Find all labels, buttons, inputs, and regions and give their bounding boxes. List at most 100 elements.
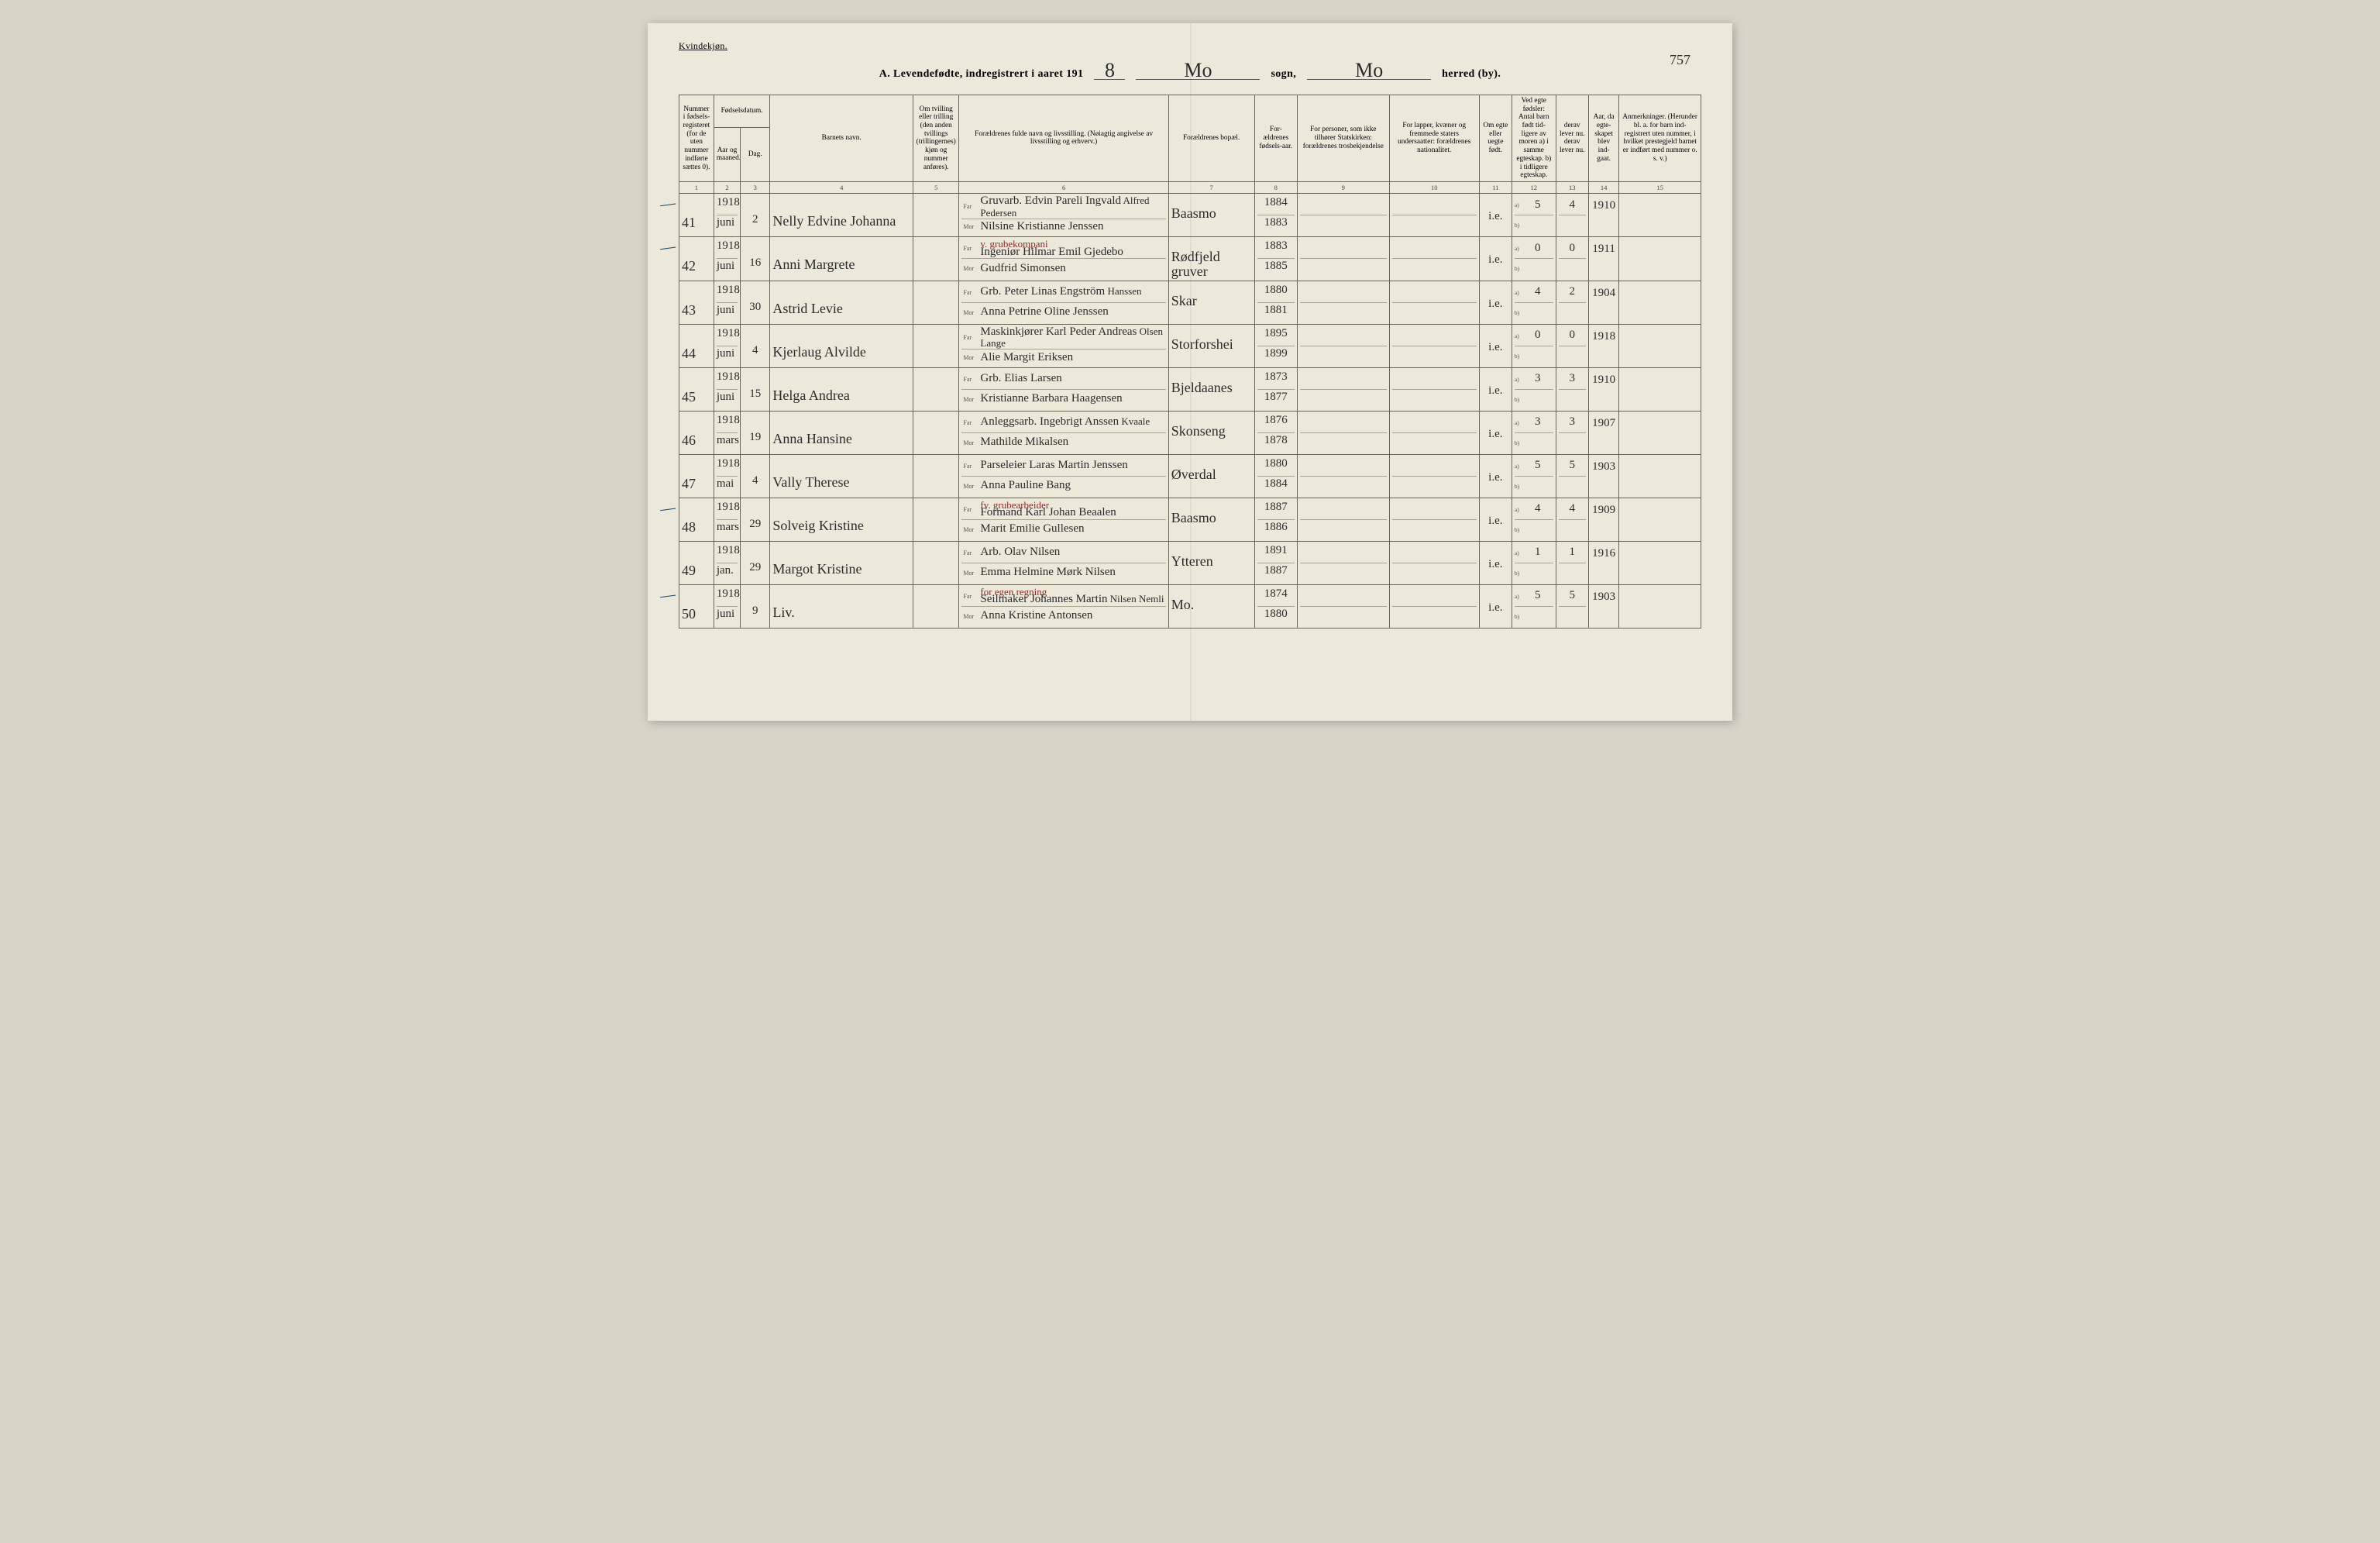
far-label: Far — [963, 289, 977, 296]
cell-number: 44 — [679, 324, 714, 367]
cell-number: —41 — [679, 193, 714, 236]
col-header-1: Nummer i fødsels-registeret (for de uten… — [679, 95, 714, 182]
entry-number: 50 — [682, 587, 711, 622]
child-name: Nelly Edvine Johanna — [772, 195, 910, 229]
cell-religion — [1297, 193, 1389, 236]
entry-month: juni — [717, 302, 738, 322]
cell-number: —50 — [679, 584, 714, 628]
entry-day: 29 — [743, 500, 767, 531]
prior-children-a: 4 — [1522, 503, 1553, 515]
cell-day: 29 — [741, 541, 770, 584]
cell-child: Solveig Kristine — [770, 498, 913, 541]
cell-day: 4 — [741, 324, 770, 367]
cell-parents: FarGruvarb. Edvin Pareli Ingvald Alfred … — [959, 193, 1168, 236]
cell-egte: i.e. — [1479, 281, 1512, 324]
colnum: 6 — [959, 181, 1168, 193]
entry-day: 4 — [743, 456, 767, 487]
b-label: b) — [1515, 526, 1522, 533]
legitimacy: i.e. — [1482, 239, 1509, 267]
entry-day: 15 — [743, 370, 767, 401]
colnum: 11 — [1479, 181, 1512, 193]
cell-year-month: 1918mars — [714, 411, 740, 454]
living-now: 4 — [1559, 199, 1586, 212]
colnum: 5 — [913, 181, 959, 193]
mor-label: Mor — [963, 354, 977, 361]
a-label: a) — [1515, 506, 1522, 513]
far-label: Far — [963, 419, 977, 426]
cell-year-month: 1918juni — [714, 367, 740, 411]
cell-egte: i.e. — [1479, 411, 1512, 454]
cell-year-month: 1918jan. — [714, 541, 740, 584]
cell-living: 3 — [1556, 367, 1588, 411]
father-birth-year: 1891 — [1257, 543, 1295, 563]
cell-marriage-year: 1903 — [1588, 584, 1619, 628]
cell-living: 3 — [1556, 411, 1588, 454]
mor-label: Mor — [963, 613, 977, 620]
cell-living: 0 — [1556, 324, 1588, 367]
title-year-suffix: 8 — [1094, 61, 1125, 80]
marriage-year: 1909 — [1591, 500, 1617, 517]
entry-month: juni — [717, 389, 738, 409]
cell-egte: i.e. — [1479, 498, 1512, 541]
cell-residence: Baasmo — [1168, 498, 1254, 541]
legitimacy: i.e. — [1482, 456, 1509, 484]
cell-parent-years: 18871886 — [1254, 498, 1297, 541]
mother-name: Alie Margit Eriksen — [980, 352, 1073, 364]
cell-religion — [1297, 281, 1389, 324]
cell-nationality — [1389, 281, 1479, 324]
legitimacy: i.e. — [1482, 500, 1509, 528]
cell-child: Anna Hansine — [770, 411, 913, 454]
cell-parent-years: 18951899 — [1254, 324, 1297, 367]
father-birth-year: 1883 — [1257, 239, 1295, 258]
child-name: Anna Hansine — [772, 413, 910, 446]
cell-day: 9 — [741, 584, 770, 628]
legitimacy: i.e. — [1482, 413, 1509, 441]
father-name: Grb. Peter Linas Engström — [980, 285, 1105, 298]
cell-egte: i.e. — [1479, 193, 1512, 236]
a-label: a) — [1515, 289, 1522, 296]
cell-number: 43 — [679, 281, 714, 324]
entry-month: mars — [717, 432, 738, 453]
cell-twin — [913, 454, 959, 498]
cell-number: 45 — [679, 367, 714, 411]
father-birth-year: 1873 — [1257, 370, 1295, 389]
living-now: 5 — [1559, 590, 1586, 602]
cell-egte: i.e. — [1479, 541, 1512, 584]
cell-marriage-year: 1909 — [1588, 498, 1619, 541]
cell-egte: i.e. — [1479, 324, 1512, 367]
father-birth-year: 1887 — [1257, 500, 1295, 519]
cell-prior-births: a)5b) — [1512, 193, 1556, 236]
register-sheet: Kvindekjøn. 757 A. Levendefødte, indregi… — [648, 23, 1732, 721]
child-name: Kjerlaug Alvilde — [772, 326, 910, 360]
living-now: 0 — [1559, 329, 1586, 342]
mother-birth-year: 1885 — [1257, 258, 1295, 278]
a-label: a) — [1515, 419, 1522, 426]
mother-name: Nilsine Kristianne Jenssen — [980, 221, 1103, 233]
b-label: b) — [1515, 613, 1522, 620]
father-name: Seilmaker Johannes Martin — [980, 593, 1107, 605]
col-header-4: Barnets navn. — [770, 95, 913, 182]
residence: Rødfjeld gruver — [1171, 239, 1252, 279]
cell-number: 47 — [679, 454, 714, 498]
cell-parents: Farfv. grubearbeiderFormand Karl Johan B… — [959, 498, 1168, 541]
a-label: a) — [1515, 376, 1522, 383]
prior-children-a: 0 — [1522, 329, 1553, 342]
father-birth-year: 1884 — [1257, 195, 1295, 215]
a-label: a) — [1515, 463, 1522, 470]
mor-label: Mor — [963, 483, 977, 490]
cell-day: 2 — [741, 193, 770, 236]
cell-residence: Mo. — [1168, 584, 1254, 628]
cell-child: Anni Margrete — [770, 236, 913, 281]
mor-label: Mor — [963, 570, 977, 577]
marriage-year: 1903 — [1591, 456, 1617, 474]
mother-name: Mathilde Mikalsen — [980, 436, 1068, 449]
cell-child: Margot Kristine — [770, 541, 913, 584]
cell-remarks — [1619, 454, 1701, 498]
cell-religion — [1297, 324, 1389, 367]
col-header-10: For lapper, kvæner og fremmede staters u… — [1389, 95, 1479, 182]
cell-twin — [913, 584, 959, 628]
entry-number: 46 — [682, 413, 711, 448]
col-header-8: For-ældrenes fødsels-aar. — [1254, 95, 1297, 182]
page-number: 757 — [1670, 53, 1690, 67]
entry-month: juni — [717, 346, 738, 366]
